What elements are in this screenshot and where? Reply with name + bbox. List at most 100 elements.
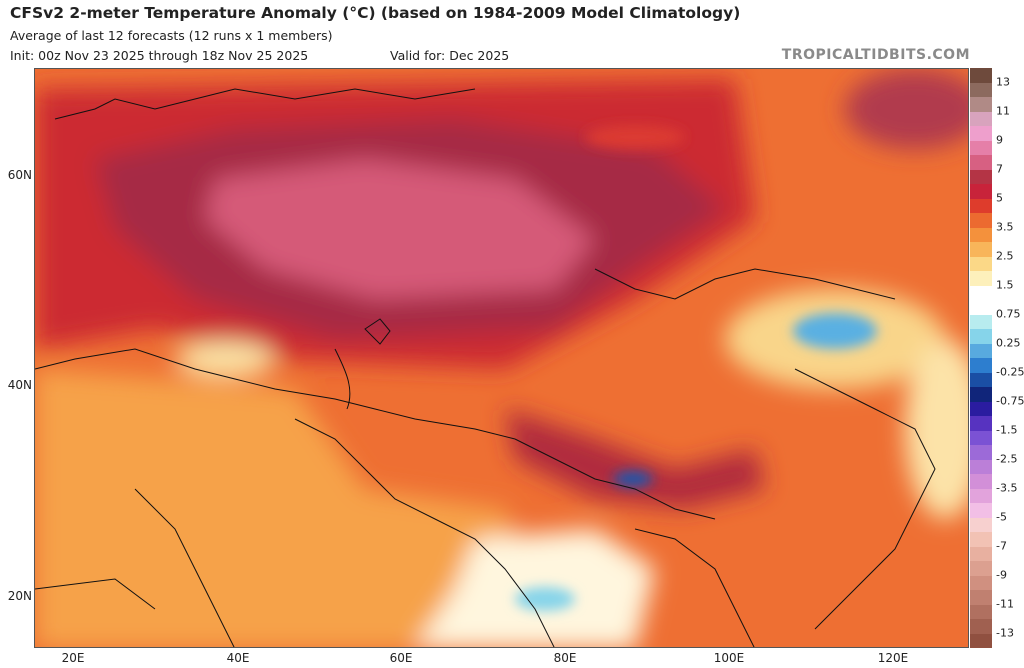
colorbar-swatch xyxy=(970,111,992,126)
colorbar-swatch xyxy=(970,488,992,503)
anomaly-map xyxy=(34,68,969,648)
coast-line xyxy=(794,368,936,630)
coast-caspian xyxy=(334,348,351,410)
border-line xyxy=(634,528,755,647)
anomaly-southwest-orange xyxy=(35,369,574,647)
border-line xyxy=(134,488,235,647)
colorbar-swatch xyxy=(970,503,992,518)
lon-label: 100E xyxy=(713,651,745,665)
colorbar-swatch xyxy=(970,633,992,648)
colorbar-swatch xyxy=(970,387,992,402)
colorbar-swatch xyxy=(970,416,992,431)
colorbar-swatch xyxy=(970,213,992,228)
colorbar-swatch xyxy=(970,575,992,590)
lat-label: 60N xyxy=(7,168,32,182)
colorbar-swatch xyxy=(970,619,992,634)
colorbar-label: -7 xyxy=(996,539,1007,553)
colorbar-swatch xyxy=(970,140,992,155)
colorbar-swatch xyxy=(970,155,992,170)
colorbar-swatch xyxy=(970,474,992,489)
map-subtitle: Average of last 12 forecasts (12 runs x … xyxy=(10,28,333,43)
colorbar-label: 2.5 xyxy=(996,249,1014,263)
anomaly-tibet-blue xyxy=(613,471,653,487)
colorbar-label: -0.75 xyxy=(996,394,1024,408)
anomaly-tibet-band xyxy=(505,409,765,509)
anomaly-blacksea-pale xyxy=(175,341,275,377)
colorbar-swatch xyxy=(970,372,992,387)
border-line xyxy=(594,268,896,300)
border-line xyxy=(514,438,716,520)
init-line: Init: 00z Nov 23 2025 through 18z Nov 25… xyxy=(10,48,509,63)
lake-aral xyxy=(364,318,391,345)
colorbar-swatch xyxy=(970,430,992,445)
colorbar-swatch xyxy=(970,314,992,329)
lon-label: 20E xyxy=(61,651,85,665)
colorbar-label: -5 xyxy=(996,510,1007,524)
colorbar-swatch xyxy=(970,329,992,344)
border-line xyxy=(35,348,516,440)
border-line xyxy=(35,578,156,610)
colorbar-label: 0.25 xyxy=(996,336,1021,350)
coast-line xyxy=(54,88,476,120)
anomaly-pink-core xyxy=(205,159,595,299)
valid-text: Valid for: Dec 2025 xyxy=(390,48,510,63)
colorbar-label: -2.5 xyxy=(996,452,1018,466)
colorbar-swatch xyxy=(970,242,992,257)
colorbar-swatch xyxy=(970,285,992,300)
colorbar-swatch xyxy=(970,82,992,97)
colorbar-swatch xyxy=(970,445,992,460)
anomaly-india-cyan xyxy=(515,587,575,611)
colorbar-label: -3.5 xyxy=(996,481,1018,495)
colorbar-label: 11 xyxy=(996,104,1010,118)
colorbar-swatch xyxy=(970,401,992,416)
colorbar-swatch xyxy=(970,198,992,213)
lon-label: 80E xyxy=(553,651,577,665)
colorbar-label: 13 xyxy=(996,75,1010,89)
colorbar-label: -0.25 xyxy=(996,365,1024,379)
colorbar-swatch xyxy=(970,343,992,358)
lon-label: 120E xyxy=(877,651,909,665)
colorbar-label: -11 xyxy=(996,597,1014,611)
colorbar-swatch xyxy=(970,169,992,184)
border-line xyxy=(294,418,555,647)
colorbar-swatch xyxy=(970,590,992,605)
colorbar-swatch xyxy=(970,126,992,141)
colorbar-swatch xyxy=(970,561,992,576)
colorbar-swatch xyxy=(970,256,992,271)
colorbar-label: 5 xyxy=(996,191,1003,205)
colorbar-swatch xyxy=(970,68,992,83)
lon-label: 60E xyxy=(389,651,413,665)
anomaly-mongolia-blue xyxy=(793,313,877,349)
lon-label: 40E xyxy=(226,651,250,665)
colorbar-label: -13 xyxy=(996,626,1014,640)
colorbar-swatch xyxy=(970,517,992,532)
colorbar xyxy=(970,68,992,648)
colorbar-swatch xyxy=(970,184,992,199)
anomaly-east-light xyxy=(905,339,968,519)
init-text: Init: 00z Nov 23 2025 through 18z Nov 25… xyxy=(10,48,309,63)
colorbar-label: -1.5 xyxy=(996,423,1018,437)
colorbar-label: -9 xyxy=(996,568,1007,582)
colorbar-label: 1.5 xyxy=(996,278,1014,292)
colorbar-swatch xyxy=(970,459,992,474)
colorbar-swatch xyxy=(970,604,992,619)
colorbar-swatch xyxy=(970,271,992,286)
map-borders xyxy=(35,88,936,647)
colorbar-label: 9 xyxy=(996,133,1003,147)
colorbar-swatch xyxy=(970,532,992,547)
colorbar-swatch xyxy=(970,227,992,242)
colorbar-label: 3.5 xyxy=(996,220,1014,234)
anomaly-ne-maroon xyxy=(845,69,968,149)
colorbar-swatch xyxy=(970,300,992,315)
colorbar-label: 0.75 xyxy=(996,307,1021,321)
anomaly-arctic-red xyxy=(585,125,685,149)
credit-watermark: TROPICALTIDBITS.COM xyxy=(781,47,970,63)
colorbar-swatch xyxy=(970,546,992,561)
lat-label: 40N xyxy=(7,378,32,392)
lat-label: 20N xyxy=(7,589,32,603)
colorbar-swatch xyxy=(970,97,992,112)
anomaly-field xyxy=(35,69,968,647)
map-title: CFSv2 2-meter Temperature Anomaly (°C) (… xyxy=(10,4,741,22)
colorbar-swatch xyxy=(970,358,992,373)
colorbar-label: 7 xyxy=(996,162,1003,176)
